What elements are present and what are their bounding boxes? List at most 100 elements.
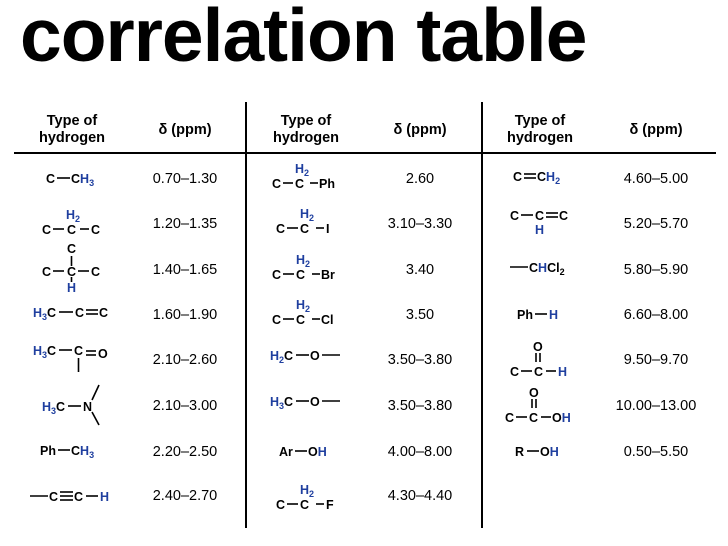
structure-phenol: Ar OH bbox=[279, 445, 327, 459]
svg-text:H2: H2 bbox=[66, 208, 80, 224]
svg-text:H2: H2 bbox=[300, 483, 314, 499]
shift-value: 2.10–2.60 bbox=[153, 352, 218, 368]
svg-text:CH3: CH3 bbox=[71, 444, 94, 460]
page-title: correlation table bbox=[20, 0, 587, 77]
shift-value: 3.50 bbox=[406, 307, 434, 323]
structure-chloride: H2 C C Cl bbox=[272, 298, 334, 327]
svg-text:C: C bbox=[510, 209, 519, 223]
svg-text:C: C bbox=[276, 222, 285, 236]
shift-value: 3.50–3.80 bbox=[388, 398, 453, 414]
svg-text:C: C bbox=[300, 498, 309, 512]
header-type-line2: hydrogen bbox=[39, 130, 105, 146]
svg-text:Ar: Ar bbox=[279, 445, 293, 459]
svg-text:C: C bbox=[513, 170, 522, 184]
svg-text:H3C: H3C bbox=[270, 395, 293, 411]
structure-c-ch-c: C C C C H bbox=[42, 242, 100, 295]
shift-value: 3.10–3.30 bbox=[388, 216, 453, 232]
svg-text:H2C: H2C bbox=[270, 349, 293, 365]
structure-n-methyl: H3C N bbox=[42, 384, 100, 426]
svg-text:CHCl2: CHCl2 bbox=[529, 261, 565, 277]
structure-methyl-ketone: H3C C O bbox=[33, 344, 108, 372]
svg-text:H3C: H3C bbox=[33, 306, 56, 322]
svg-text:C: C bbox=[91, 265, 100, 279]
svg-text:Br: Br bbox=[321, 268, 335, 282]
shift-value: 0.70–1.30 bbox=[153, 171, 218, 187]
structure-carboxylic-acid: O C C OH bbox=[505, 386, 571, 425]
svg-text:C: C bbox=[535, 209, 544, 223]
svg-text:C: C bbox=[272, 268, 281, 282]
svg-text:H: H bbox=[67, 281, 76, 295]
structure-dichloromethyl: CHCl2 bbox=[510, 261, 565, 277]
structure-ether-ch2: H2C O bbox=[270, 349, 340, 365]
svg-text:Cl: Cl bbox=[321, 313, 334, 327]
structure-fluoride: H2 C C F bbox=[276, 483, 334, 512]
svg-text:C: C bbox=[296, 268, 305, 282]
table-rules bbox=[14, 102, 716, 528]
svg-text:C: C bbox=[99, 306, 108, 320]
svg-text:H2: H2 bbox=[296, 253, 310, 269]
svg-text:C: C bbox=[272, 313, 281, 327]
shift-value: 2.10–3.00 bbox=[153, 398, 218, 414]
header-type-line2: hydrogen bbox=[273, 130, 339, 146]
svg-text:H3C: H3C bbox=[33, 344, 56, 360]
svg-text:O: O bbox=[98, 347, 108, 361]
shift-value: 4.00–8.00 bbox=[388, 444, 453, 460]
svg-text:OH: OH bbox=[308, 445, 327, 459]
svg-text:C: C bbox=[67, 265, 76, 279]
structure-bromide: H2 C C Br bbox=[272, 253, 335, 282]
header-type-line2: hydrogen bbox=[507, 130, 573, 146]
structure-vinylic-h: C C C H bbox=[510, 209, 568, 237]
svg-text:H2: H2 bbox=[295, 162, 309, 178]
svg-text:C: C bbox=[46, 172, 55, 186]
structure-methoxy: H3C O bbox=[270, 395, 340, 411]
shift-value: 4.60–5.00 bbox=[624, 171, 689, 187]
svg-text:C: C bbox=[74, 344, 83, 358]
svg-text:O: O bbox=[310, 395, 320, 409]
shift-value: 1.60–1.90 bbox=[153, 307, 218, 323]
svg-text:H: H bbox=[535, 223, 544, 237]
svg-text:H: H bbox=[549, 308, 558, 322]
structure-ph-ch3: Ph CH3 bbox=[40, 444, 94, 460]
shift-value: 2.40–2.70 bbox=[153, 488, 218, 504]
svg-text:N: N bbox=[83, 400, 92, 414]
shift-values: 0.70–1.30 1.20–1.35 1.40–1.65 1.60–1.90 … bbox=[153, 171, 697, 504]
shift-value: 4.30–4.40 bbox=[388, 488, 453, 504]
svg-text:F: F bbox=[326, 498, 334, 512]
shift-value: 1.20–1.35 bbox=[153, 216, 218, 232]
shift-value: 3.40 bbox=[406, 262, 434, 278]
svg-text:OH: OH bbox=[540, 445, 559, 459]
shift-value: 0.50–5.50 bbox=[624, 444, 689, 460]
structure-alcohol: R OH bbox=[515, 445, 559, 459]
structure-terminal-alkene: C CH2 bbox=[513, 170, 560, 186]
svg-text:C: C bbox=[510, 365, 519, 379]
svg-text:Ph: Ph bbox=[517, 308, 533, 322]
svg-text:C: C bbox=[74, 490, 83, 504]
header-type-line1: Type of bbox=[47, 113, 98, 129]
svg-text:C: C bbox=[67, 242, 76, 256]
structures-col3: C CH2 C C C H CHCl2 Ph H O bbox=[505, 170, 571, 459]
header-type-line1: Type of bbox=[281, 113, 332, 129]
svg-text:R: R bbox=[515, 445, 524, 459]
svg-text:OH: OH bbox=[552, 411, 571, 425]
svg-text:C: C bbox=[534, 365, 543, 379]
structure-aromatic-h: Ph H bbox=[517, 308, 558, 322]
structure-aldehyde: O C C H bbox=[510, 340, 567, 379]
svg-text:C: C bbox=[295, 177, 304, 191]
svg-text:C: C bbox=[75, 306, 84, 320]
svg-text:C: C bbox=[42, 223, 51, 237]
shift-value: 2.60 bbox=[406, 171, 434, 187]
structure-c-ch3: C CH3 bbox=[46, 172, 94, 188]
svg-text:Ph: Ph bbox=[319, 177, 335, 191]
header-delta: δ (ppm) bbox=[629, 122, 682, 138]
shift-value: 1.40–1.65 bbox=[153, 262, 218, 278]
svg-text:C: C bbox=[49, 490, 58, 504]
svg-text:H: H bbox=[100, 490, 109, 504]
shift-value: 10.00–13.00 bbox=[616, 398, 697, 414]
svg-text:I: I bbox=[326, 222, 329, 236]
svg-text:Ph: Ph bbox=[40, 444, 56, 458]
structures-col2: H2 C C Ph H2 C C I H2 C C Br H2 C bbox=[270, 162, 340, 512]
shift-value: 5.20–5.70 bbox=[624, 216, 689, 232]
table-header: Type of hydrogen δ (ppm) Type of hydroge… bbox=[39, 113, 683, 146]
header-delta: δ (ppm) bbox=[158, 122, 211, 138]
